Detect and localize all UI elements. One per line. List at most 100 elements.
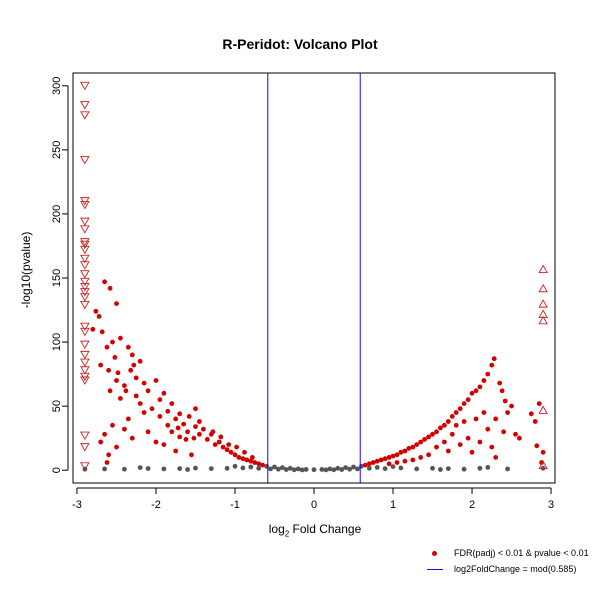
significant-point: [505, 410, 510, 415]
significant-point: [244, 457, 250, 463]
significant-point: [104, 460, 110, 465]
y-tick-label: 0: [51, 467, 63, 473]
nonsignificant-point: [477, 465, 483, 471]
significant-point: [256, 461, 262, 467]
significant-point: [185, 429, 191, 435]
nonsignificant-point: [102, 466, 107, 472]
significant-point: [173, 416, 179, 422]
clipped-point-down: [80, 300, 90, 310]
nonsignificant-point: [161, 466, 167, 472]
plot-frame: [72, 72, 556, 484]
significant-point: [485, 371, 491, 377]
significant-point: [438, 425, 443, 431]
significant-point: [104, 344, 110, 350]
significant-point: [414, 442, 420, 447]
nonsignificant-point: [283, 467, 289, 472]
significant-point: [528, 411, 534, 417]
significant-point: [125, 416, 131, 422]
nonsignificant-point: [208, 466, 214, 471]
significant-point: [442, 422, 447, 428]
significant-point: [183, 437, 189, 442]
clipped-point-down: [80, 358, 90, 367]
clipped-point-down: [80, 238, 90, 247]
significant-point: [212, 442, 218, 447]
x-tick-label: 0: [311, 499, 317, 511]
clipped-point-down: [80, 366, 90, 375]
nonsignificant-point: [366, 465, 372, 471]
clipped-point-down: [80, 156, 90, 165]
nonsignificant-point: [390, 464, 396, 469]
significant-point: [398, 449, 404, 455]
x-tick-label: 3: [548, 499, 554, 511]
significant-point: [157, 397, 163, 403]
nonsignificant-point: [331, 467, 337, 473]
significant-point: [106, 452, 111, 458]
significant-point: [402, 448, 408, 454]
significant-point: [90, 326, 96, 332]
nonsignificant-point: [232, 463, 238, 469]
significant-point: [201, 426, 206, 432]
clipped-point-down: [80, 111, 90, 120]
significant-point: [477, 439, 483, 445]
significant-point: [465, 435, 471, 441]
significant-point: [153, 439, 159, 445]
clipped-point-up: [538, 299, 548, 308]
significant-point: [477, 384, 483, 390]
clipped-point-up: [538, 283, 548, 293]
clipped-point-down: [80, 201, 90, 210]
x-tick-label: -2: [151, 499, 161, 511]
significant-point: [102, 279, 107, 285]
significant-point: [131, 362, 137, 368]
legend-label: FDR(padj) < 0.01 & pvalue < 0.01: [454, 548, 589, 558]
significant-point: [236, 455, 242, 460]
clipped-point-up: [538, 405, 548, 414]
significant-point: [534, 443, 540, 449]
nonsignificant-point: [438, 467, 443, 472]
legend: FDR(padj) < 0.01 & pvalue < 0.01 log2Fol…: [424, 545, 600, 577]
significant-point: [457, 406, 463, 412]
nonsignificant-point: [445, 466, 451, 471]
significant-point: [402, 458, 408, 464]
clipped-point-down: [80, 277, 90, 287]
clipped-point-down: [80, 462, 90, 471]
significant-point: [224, 447, 230, 453]
significant-point: [141, 410, 147, 415]
clipped-point-down: [80, 340, 90, 350]
significant-point: [502, 398, 508, 404]
clipped-point-down: [80, 283, 90, 292]
y-axis-title: -log10(pvalue): [19, 231, 33, 309]
x-axis-title-rest: Fold Change: [289, 522, 362, 536]
nonsignificant-point: [327, 466, 333, 472]
significant-point: [465, 397, 471, 403]
legend-line-icon: [427, 569, 443, 570]
significant-point: [177, 411, 183, 417]
significant-point: [434, 444, 439, 450]
significant-point: [186, 414, 192, 419]
significant-point: [114, 378, 119, 383]
clipped-point-down: [80, 327, 90, 337]
nonsignificant-point: [414, 466, 420, 472]
significant-point: [98, 439, 104, 445]
legend-dot-icon: [432, 551, 437, 556]
significant-point: [499, 388, 505, 394]
significant-point: [165, 422, 171, 428]
significant-point: [386, 461, 392, 467]
nonsignificant-point: [137, 465, 143, 470]
significant-point: [242, 449, 247, 455]
significant-point: [382, 456, 388, 462]
significant-point: [489, 362, 495, 368]
significant-point: [240, 456, 246, 462]
x-tick-label: 2: [469, 499, 475, 511]
clipped-point-down: [80, 254, 90, 264]
significant-point: [410, 444, 416, 450]
nonsignificant-point: [185, 467, 191, 472]
significant-point: [93, 308, 99, 314]
significant-point: [181, 421, 187, 427]
significant-point: [204, 437, 210, 442]
significant-point: [445, 419, 451, 424]
significant-point: [248, 458, 254, 464]
significant-point: [250, 455, 255, 460]
significant-point: [129, 435, 135, 441]
legend-item-threshold: log2FoldChange = mod(0.585): [424, 561, 600, 577]
significant-point: [234, 444, 240, 450]
